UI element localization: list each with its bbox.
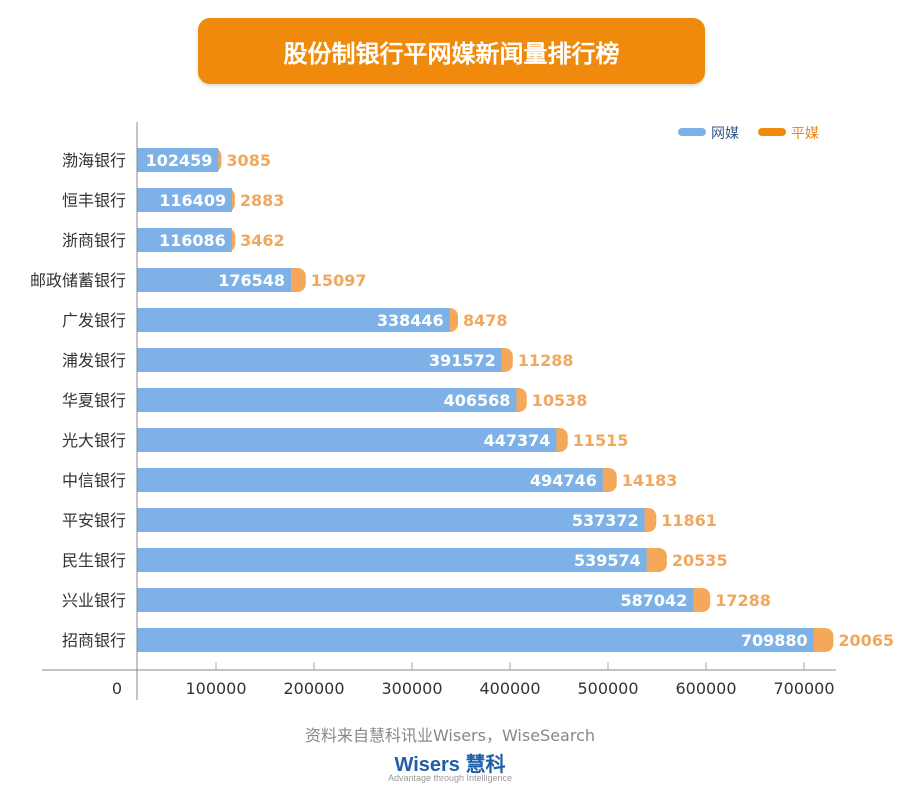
category-label: 浦发银行 [62,351,126,370]
category-label: 兴业银行 [62,591,126,610]
wisers-logo: Wisers 慧科 [394,754,506,776]
label-web: 391572 [429,351,496,370]
category-label: 招商银行 [62,631,126,650]
label-print: 15097 [311,271,367,290]
x-tick-label: 200000 [283,679,344,698]
category-label: 平安银行 [62,511,126,530]
label-print: 20065 [838,631,894,650]
category-label: 民生银行 [62,551,126,570]
bar-web [137,308,450,332]
bar-web [137,508,645,532]
x-tick-label: 600000 [675,679,736,698]
label-print: 11288 [518,351,574,370]
label-print: 3085 [226,151,271,170]
label-web: 102459 [146,151,213,170]
legend-swatch [758,128,786,136]
label-print: 17288 [715,591,771,610]
label-print: 3462 [240,231,285,250]
bar-web [137,628,814,652]
bar-web [137,188,233,212]
label-web: 539574 [574,551,641,570]
category-label: 华夏银行 [62,391,126,410]
bar-web [137,548,647,572]
bar-web [137,348,502,372]
x-tick-label: 400000 [479,679,540,698]
label-web: 116409 [159,191,226,210]
x-tick-label: 100000 [185,679,246,698]
label-print: 20535 [672,551,728,570]
bar-web [137,268,292,292]
x-tick-label: 0 [112,679,122,698]
legend-label: 平媒 [791,126,819,142]
bar-web [137,468,603,492]
category-label: 邮政储蓄银行 [30,271,126,290]
category-label: 光大银行 [62,431,126,450]
legend-label: 网媒 [711,126,739,142]
bar-web [137,588,694,612]
category-label: 中信银行 [62,471,126,490]
category-label: 广发银行 [62,311,126,330]
x-tick-label: 700000 [773,679,834,698]
source-note: 资料来自慧科讯业Wisers，WiseSearch [304,726,596,745]
label-web: 338446 [377,311,444,330]
category-label: 浙商银行 [62,231,126,250]
bar-web [137,428,557,452]
label-web: 406568 [444,391,511,410]
x-tick-label: 500000 [577,679,638,698]
label-web: 494746 [530,471,597,490]
category-label: 恒丰银行 [62,191,126,210]
label-web: 176548 [218,271,285,290]
label-web: 447374 [484,431,551,450]
logo-tagline: Advantage through Intelligence [387,773,513,783]
bar-web [137,148,219,172]
label-print: 11861 [661,511,717,530]
bar-web [137,228,232,252]
x-tick-label: 300000 [381,679,442,698]
bar-web [137,388,517,412]
label-web: 709880 [741,631,808,650]
label-web: 116086 [159,231,226,250]
chart-title: 股份制银行平网媒新闻量排行榜 [198,18,705,84]
label-print: 2883 [240,191,285,210]
label-web: 587042 [621,591,688,610]
label-web: 537372 [572,511,639,530]
category-label: 渤海银行 [62,151,126,170]
label-print: 11515 [573,431,629,450]
label-print: 14183 [622,471,678,490]
legend-swatch [678,128,706,136]
label-print: 10538 [532,391,588,410]
label-print: 8478 [463,311,508,330]
